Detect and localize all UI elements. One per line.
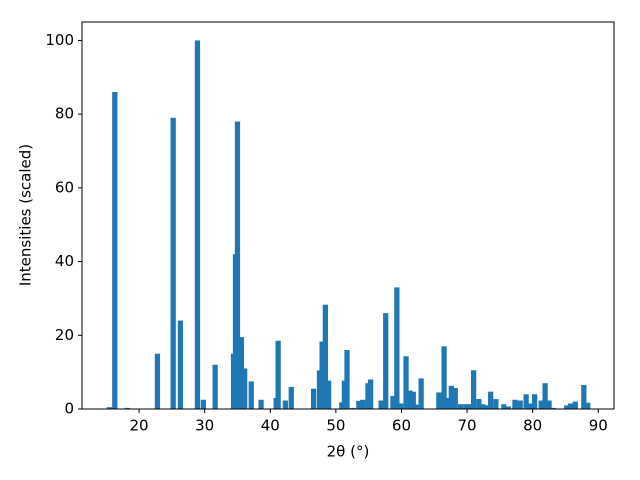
bar xyxy=(194,40,201,410)
bar xyxy=(398,403,404,409)
bar xyxy=(124,407,130,409)
bar xyxy=(452,387,458,409)
bar xyxy=(341,380,348,409)
bar xyxy=(360,399,366,409)
y-tick-label: 20 xyxy=(55,326,74,344)
bar xyxy=(546,400,552,409)
bar xyxy=(390,396,396,409)
bar xyxy=(282,400,288,409)
bar xyxy=(238,337,245,409)
bar xyxy=(106,407,113,409)
x-tick-label: 40 xyxy=(261,417,280,435)
x-tick-label: 80 xyxy=(523,417,542,435)
plot-frame xyxy=(81,21,615,410)
bar xyxy=(288,386,294,409)
x-tick-label: 70 xyxy=(458,417,477,435)
x-axis-label: 2θ (°) xyxy=(327,443,370,461)
bar xyxy=(407,390,413,409)
x-tick-label: 60 xyxy=(392,417,411,435)
bar xyxy=(177,320,184,409)
bar xyxy=(538,400,544,409)
y-tick-label: 60 xyxy=(55,178,74,196)
y-tick-label: 0 xyxy=(64,400,74,418)
bar xyxy=(410,391,416,409)
bar xyxy=(484,405,491,409)
y-tick-label: 40 xyxy=(55,252,74,270)
bar xyxy=(248,381,254,409)
bar xyxy=(414,404,420,409)
bar xyxy=(585,402,591,409)
bar xyxy=(505,406,512,409)
bar xyxy=(258,399,264,409)
bar xyxy=(356,400,362,409)
bar xyxy=(551,407,557,409)
bar xyxy=(467,404,473,409)
bar xyxy=(403,356,409,409)
bar xyxy=(242,368,248,409)
bar xyxy=(445,397,451,409)
bar xyxy=(470,370,477,409)
bar xyxy=(350,407,356,409)
bar xyxy=(463,404,469,409)
bar xyxy=(275,340,281,409)
bar xyxy=(501,404,507,409)
bar xyxy=(326,380,332,409)
bar xyxy=(368,379,374,409)
bar xyxy=(527,403,533,409)
bar xyxy=(394,287,400,409)
bar xyxy=(542,383,548,409)
bar xyxy=(448,385,454,409)
bar xyxy=(154,353,161,409)
bar xyxy=(512,399,518,409)
bar xyxy=(480,404,486,409)
bar xyxy=(344,350,350,409)
bar xyxy=(476,399,482,409)
x-tick-label: 90 xyxy=(589,417,608,435)
bar xyxy=(517,400,523,409)
bar xyxy=(436,392,442,409)
bar xyxy=(564,405,570,409)
bar xyxy=(322,304,328,409)
x-tick-label: 30 xyxy=(195,417,214,435)
bar xyxy=(319,341,325,409)
y-tick-label: 100 xyxy=(45,31,74,49)
x-tick-label: 20 xyxy=(130,417,149,435)
bar xyxy=(170,117,176,409)
y-tick-label: 80 xyxy=(55,105,74,123)
bar xyxy=(418,378,424,409)
bar xyxy=(310,388,317,409)
bar xyxy=(383,313,389,409)
bar xyxy=(441,346,447,409)
bar xyxy=(378,400,384,409)
bar xyxy=(493,399,499,409)
bar xyxy=(112,92,118,410)
x-tick-label: 50 xyxy=(326,417,345,435)
y-axis-label: Intensities (scaled) xyxy=(17,144,35,286)
bar xyxy=(523,394,529,409)
bar xyxy=(234,121,241,409)
bar xyxy=(572,401,578,409)
bar xyxy=(532,394,538,409)
bar xyxy=(200,399,206,409)
bar xyxy=(581,385,587,409)
bar xyxy=(488,391,494,409)
bar xyxy=(568,403,574,409)
bar xyxy=(212,364,218,409)
bar xyxy=(457,404,464,409)
